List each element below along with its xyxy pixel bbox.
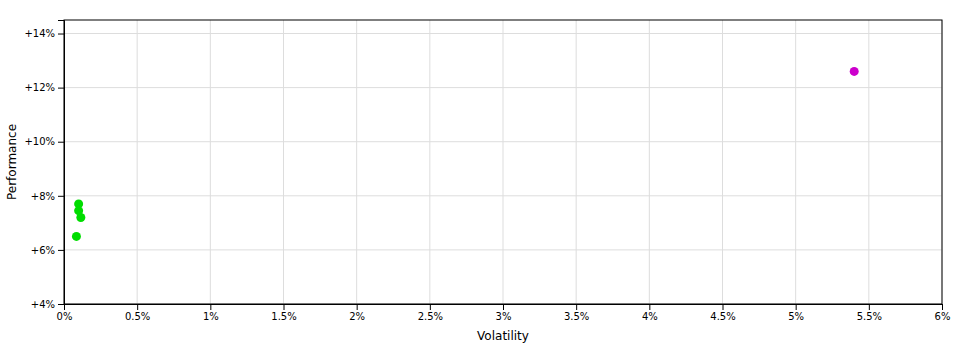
x-tick-mark <box>723 304 724 310</box>
y-tick-label: +12% <box>24 82 55 93</box>
x-tick-label: 0% <box>57 311 73 322</box>
x-tick: 2% <box>349 304 365 322</box>
series <box>850 67 859 76</box>
y-tick-mark <box>58 88 64 89</box>
point <box>76 213 85 222</box>
plot: 0% 0.5% 1% 1.5% 2% 2.5% 3% 3.5% 4% 4.5% 5% 5.5% 6% +4… <box>24 20 950 322</box>
series <box>72 199 85 240</box>
point <box>72 232 81 241</box>
x-axis-title: Volatility <box>477 329 529 343</box>
y-tick-label: +6% <box>31 245 55 256</box>
x-tick-label: 0.5% <box>125 311 150 322</box>
x-tick-label: 2% <box>349 311 365 322</box>
x-tick-label: 1% <box>203 311 219 322</box>
x-tick-mark <box>210 304 211 310</box>
grid-line-x <box>429 20 430 304</box>
y-axis: +4% +6% +8% +10% +12% +14% <box>24 21 64 310</box>
y-tick: +14% <box>24 28 64 39</box>
x-tick: 6% <box>935 304 951 322</box>
chart: 0% 0.5% 1% 1.5% 2% 2.5% 3% 3.5% 4% 4.5% 5% 5.5% 6% +4… <box>0 0 966 350</box>
x-tick-mark <box>503 304 504 310</box>
grid-line-y <box>64 33 942 34</box>
x-tick: 1.5% <box>271 304 296 322</box>
x-tick-mark <box>649 304 650 310</box>
x-tick-mark <box>942 304 943 310</box>
x-tick: 0% <box>57 304 73 322</box>
x-tick-label: 1.5% <box>271 311 296 322</box>
x-tick-mark <box>430 304 431 310</box>
grid-line-x <box>722 20 723 304</box>
y-tick: +6% <box>31 245 64 256</box>
x-tick: 2.5% <box>418 304 443 322</box>
y-tick-mark <box>58 196 64 197</box>
y-tick-label: +4% <box>31 299 55 310</box>
grid-line-x <box>649 20 650 304</box>
x-tick: 4% <box>642 304 658 322</box>
grid-line-x <box>795 20 796 304</box>
x-tick: 5.5% <box>857 304 882 322</box>
x-tick-label: 3.5% <box>564 311 589 322</box>
x-axis-line <box>65 305 943 311</box>
x-tick: 4.5% <box>710 304 735 322</box>
x-tick-label: 3% <box>496 311 512 322</box>
grid-line-y <box>64 87 942 88</box>
x-tick-label: 6% <box>935 311 951 322</box>
y-tick: +12% <box>24 82 64 93</box>
x-axis: 0% 0.5% 1% 1.5% 2% 2.5% 3% 3.5% 4% 4.5% 5% 5.5% 6% <box>57 304 951 322</box>
y-tick: +4% <box>31 299 64 310</box>
x-tick-label: 5.5% <box>857 311 882 322</box>
y-tick-label: +10% <box>24 136 55 147</box>
x-tick-label: 5% <box>788 311 804 322</box>
y-tick: +10% <box>24 136 64 147</box>
y-tick: +8% <box>31 191 64 202</box>
grid-line-y <box>64 249 942 250</box>
points <box>72 67 859 241</box>
grid-line-x <box>868 20 869 304</box>
y-axis-line <box>58 21 65 305</box>
grid-line-x <box>210 20 211 304</box>
y-tick-mark <box>58 142 64 143</box>
x-tick: 5% <box>788 304 804 322</box>
x-tick-label: 4% <box>642 311 658 322</box>
y-tick-mark <box>58 34 64 35</box>
grid-line-y <box>64 141 942 142</box>
x-tick-mark <box>357 304 358 310</box>
grid-line-y <box>64 195 942 196</box>
grid-line-x <box>576 20 577 304</box>
grid-line-x <box>137 20 138 304</box>
x-tick-label: 2.5% <box>418 311 443 322</box>
y-tick-label: +8% <box>31 191 55 202</box>
x-tick: 1% <box>203 304 219 322</box>
y-tick-mark <box>58 304 64 305</box>
x-tick: 3% <box>496 304 512 322</box>
plot-frame <box>64 20 942 304</box>
x-tick-mark <box>576 304 577 310</box>
x-tick-mark <box>869 304 870 310</box>
x-tick: 0.5% <box>125 304 150 322</box>
grid <box>64 20 942 304</box>
x-tick-mark <box>284 304 285 310</box>
y-axis-title: Performance <box>5 124 19 200</box>
x-tick-label: 4.5% <box>710 311 735 322</box>
x-tick: 3.5% <box>564 304 589 322</box>
grid-line-x <box>356 20 357 304</box>
y-tick-label: +14% <box>24 28 55 39</box>
point <box>850 67 859 76</box>
y-tick-mark <box>58 250 64 251</box>
x-tick-mark <box>137 304 138 310</box>
x-tick-mark <box>796 304 797 310</box>
grid-line-x <box>283 20 284 304</box>
grid-line-x <box>503 20 504 304</box>
